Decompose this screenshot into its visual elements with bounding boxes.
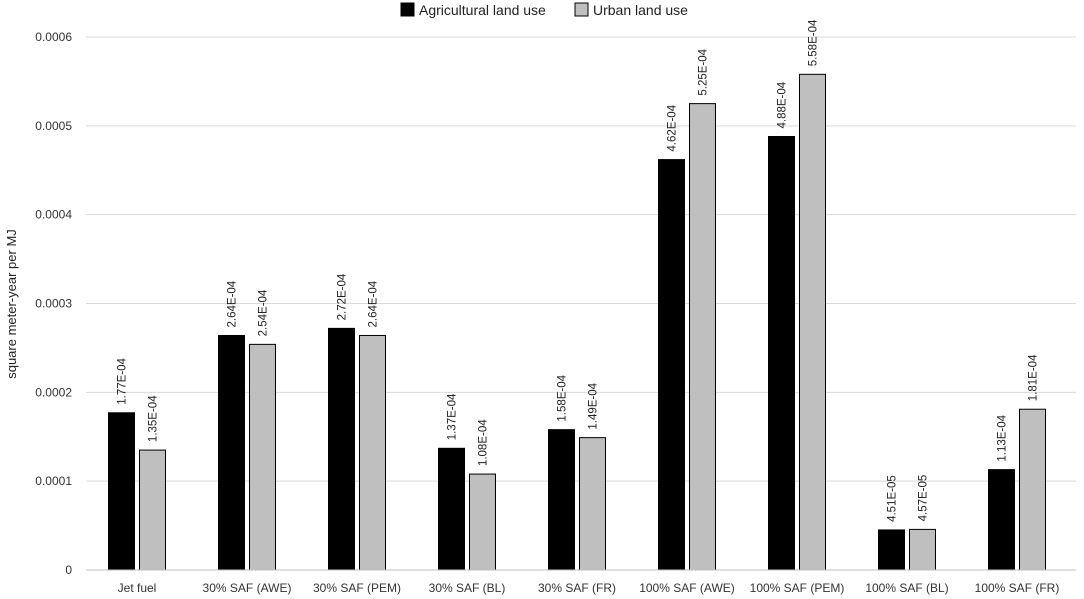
data-label: 4.62E-04 xyxy=(667,104,679,151)
x-category-label: 100% SAF (BL) xyxy=(865,581,948,595)
bar-urban xyxy=(1019,408,1046,571)
x-category-label: Jet fuel xyxy=(118,581,157,595)
bar-urban xyxy=(359,334,386,571)
y-axis-label: square meter-year per MJ xyxy=(4,229,19,379)
data-label: 2.54E-04 xyxy=(258,289,270,336)
x-category-label: 100% SAF (PEM) xyxy=(750,581,845,595)
data-label: 2.72E-04 xyxy=(337,273,349,320)
data-label: 4.51E-05 xyxy=(887,475,899,522)
bar-urban xyxy=(469,473,496,571)
y-tick-label: 0.0006 xyxy=(35,30,72,44)
x-category-label: 100% SAF (FR) xyxy=(975,581,1060,595)
bar-agricultural xyxy=(548,429,575,571)
bar-urban xyxy=(799,73,826,571)
bar-urban xyxy=(689,103,716,571)
x-category-label: 30% SAF (PEM) xyxy=(313,581,401,595)
x-category-label: 30% SAF (BL) xyxy=(429,581,506,595)
data-label: 1.49E-04 xyxy=(588,382,600,429)
y-tick-label: 0.0004 xyxy=(35,208,72,222)
data-label: 5.25E-04 xyxy=(698,48,710,95)
x-category-label: 30% SAF (FR) xyxy=(538,581,616,595)
bar-urban xyxy=(249,343,276,571)
bar-urban xyxy=(579,437,606,571)
data-label: 1.77E-04 xyxy=(117,357,129,404)
legend-label-urban: Urban land use xyxy=(593,2,688,18)
bar-agricultural xyxy=(658,159,685,571)
x-category-label: 30% SAF (AWE) xyxy=(203,581,292,595)
y-tick-label: 0.0005 xyxy=(35,119,72,133)
bar-urban xyxy=(909,528,936,571)
data-label: 1.35E-04 xyxy=(148,395,160,442)
data-label: 1.58E-04 xyxy=(557,374,569,421)
data-label: 2.64E-04 xyxy=(227,280,239,327)
data-label: 4.57E-05 xyxy=(918,475,930,522)
legend-swatch-agricultural xyxy=(400,2,415,17)
legend-label-agricultural: Agricultural land use xyxy=(419,2,546,18)
bars xyxy=(108,73,1046,571)
bar-agricultural xyxy=(768,135,795,571)
y-tick-label: 0.0002 xyxy=(35,385,72,399)
bar-agricultural xyxy=(878,529,905,571)
bar-agricultural xyxy=(438,447,465,571)
legend-swatch-urban xyxy=(574,2,589,17)
y-tick-label: 0.0001 xyxy=(35,474,72,488)
data-label: 1.37E-04 xyxy=(447,393,459,440)
y-tick-label: 0 xyxy=(65,563,72,577)
bar-agricultural xyxy=(328,327,355,571)
data-label: 5.58E-04 xyxy=(808,19,820,66)
bar-agricultural xyxy=(108,412,135,571)
legend: Agricultural land use Urban land use xyxy=(400,2,688,18)
data-label: 4.88E-04 xyxy=(777,81,789,128)
data-labels: 1.77E-04 1.35E-04 2.64E-04 2.54E-04 2.72E-04… xyxy=(117,19,1040,522)
bar-agricultural xyxy=(218,334,245,571)
x-axis-categories: Jet fuel 30% SAF (AWE) 30% SAF (PEM) 30% SA… xyxy=(118,581,1060,595)
data-label: 1.13E-04 xyxy=(997,414,1009,461)
data-label: 1.08E-04 xyxy=(478,419,490,466)
bar-agricultural xyxy=(988,469,1015,571)
data-label: 2.64E-04 xyxy=(368,280,380,327)
y-axis-ticks: 0 0.0001 0.0002 0.0003 0.0004 0.0005 0.0006 xyxy=(35,30,72,577)
data-label: 1.81E-04 xyxy=(1028,354,1040,401)
y-tick-label: 0.0003 xyxy=(35,297,72,311)
bar-urban xyxy=(139,449,166,571)
x-category-label: 100% SAF (AWE) xyxy=(639,581,735,595)
